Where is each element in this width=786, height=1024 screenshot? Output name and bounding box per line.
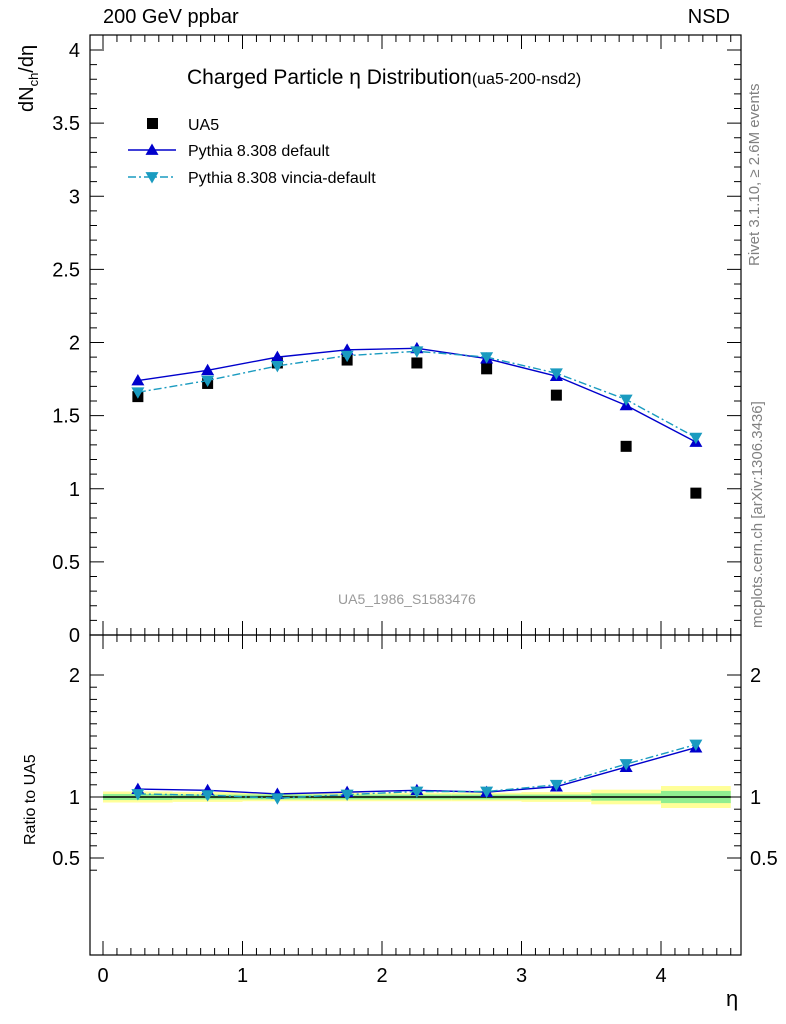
y-tick-label: 1.5 <box>52 406 80 428</box>
site-label: mcplots.cern.ch [arXiv:1306.3436] <box>749 401 766 628</box>
process-label: NSD <box>687 6 730 28</box>
y-tick-label: 0 <box>69 625 80 647</box>
ratio-data-point <box>689 739 703 752</box>
chart-title: Charged Particle η Distribution(ua5-200-… <box>187 66 581 90</box>
legend-marker <box>147 118 158 129</box>
data-point <box>549 368 563 380</box>
legend-label: Pythia 8.308 vincia-default <box>188 170 376 187</box>
y-axis-label-ratio: Ratio to UA5 <box>22 754 39 845</box>
y-tick-label: 3.5 <box>52 113 80 135</box>
x-tick-label: 4 <box>655 965 666 987</box>
y-tick-label: 4 <box>69 40 80 62</box>
data-point <box>410 346 424 358</box>
ratio-data-point <box>131 789 145 801</box>
x-tick-label: 2 <box>376 965 387 987</box>
ratio-data-point <box>340 789 354 802</box>
legend-marker <box>145 172 159 184</box>
data-point <box>270 361 284 373</box>
data-point <box>340 350 354 363</box>
ratio-data-point <box>480 786 494 799</box>
analysis-watermark: UA5_1986_S1583476 <box>338 591 476 607</box>
chart-title-tag: (ua5-200-nsd2) <box>471 71 582 88</box>
ratio-data-point <box>201 790 215 802</box>
ratio-y-tick-label-right: 2 <box>750 665 761 687</box>
ratio-data-point <box>270 793 284 805</box>
y-tick-label: 3 <box>69 186 80 208</box>
data-point <box>620 440 632 452</box>
data-point <box>201 363 215 376</box>
data-point <box>131 374 145 386</box>
data-point <box>619 394 633 407</box>
ratio-y-tick-label: 0.5 <box>52 848 80 870</box>
y-tick-label: 1 <box>69 479 80 501</box>
x-axis-label: η <box>726 986 739 1011</box>
y-tick-label: 0.5 <box>52 552 80 574</box>
rivet-label: Rivet 3.1.10, ≥ 2.6M events <box>746 83 763 267</box>
ratio-data-point <box>549 779 563 792</box>
legend-marker <box>145 143 159 155</box>
data-point <box>131 387 145 399</box>
data-point <box>550 389 562 401</box>
x-tick-label: 3 <box>516 965 527 987</box>
data-point <box>270 350 284 362</box>
x-tick-label: 0 <box>97 965 108 987</box>
energy-label: 200 GeV ppbar <box>103 6 239 28</box>
y-axis-label-main: dNch/dη <box>16 44 41 112</box>
data-point <box>481 363 493 375</box>
ratio-y-tick-label: 1 <box>69 787 80 809</box>
chart-title-main: Charged Particle η Distribution <box>187 66 472 89</box>
data-point <box>411 357 423 369</box>
data-point <box>690 487 702 499</box>
y-tick-label: 2.5 <box>52 259 80 281</box>
ratio-data-point <box>619 759 633 771</box>
ratio-y-tick-label: 2 <box>69 665 80 687</box>
ratio-data-point <box>410 786 424 799</box>
data-point <box>689 432 703 445</box>
data-point <box>201 375 215 388</box>
y-tick-label: 2 <box>69 333 80 355</box>
data-point <box>480 352 494 364</box>
x-tick-label: 1 <box>237 965 248 987</box>
ratio-y-tick-label-right: 0.5 <box>750 848 778 870</box>
legend-label: Pythia 8.308 default <box>188 143 330 160</box>
ratio-plot-frame <box>89 634 742 956</box>
legend-label: UA5 <box>188 117 219 134</box>
ratio-y-tick-label-right: 1 <box>750 787 761 809</box>
